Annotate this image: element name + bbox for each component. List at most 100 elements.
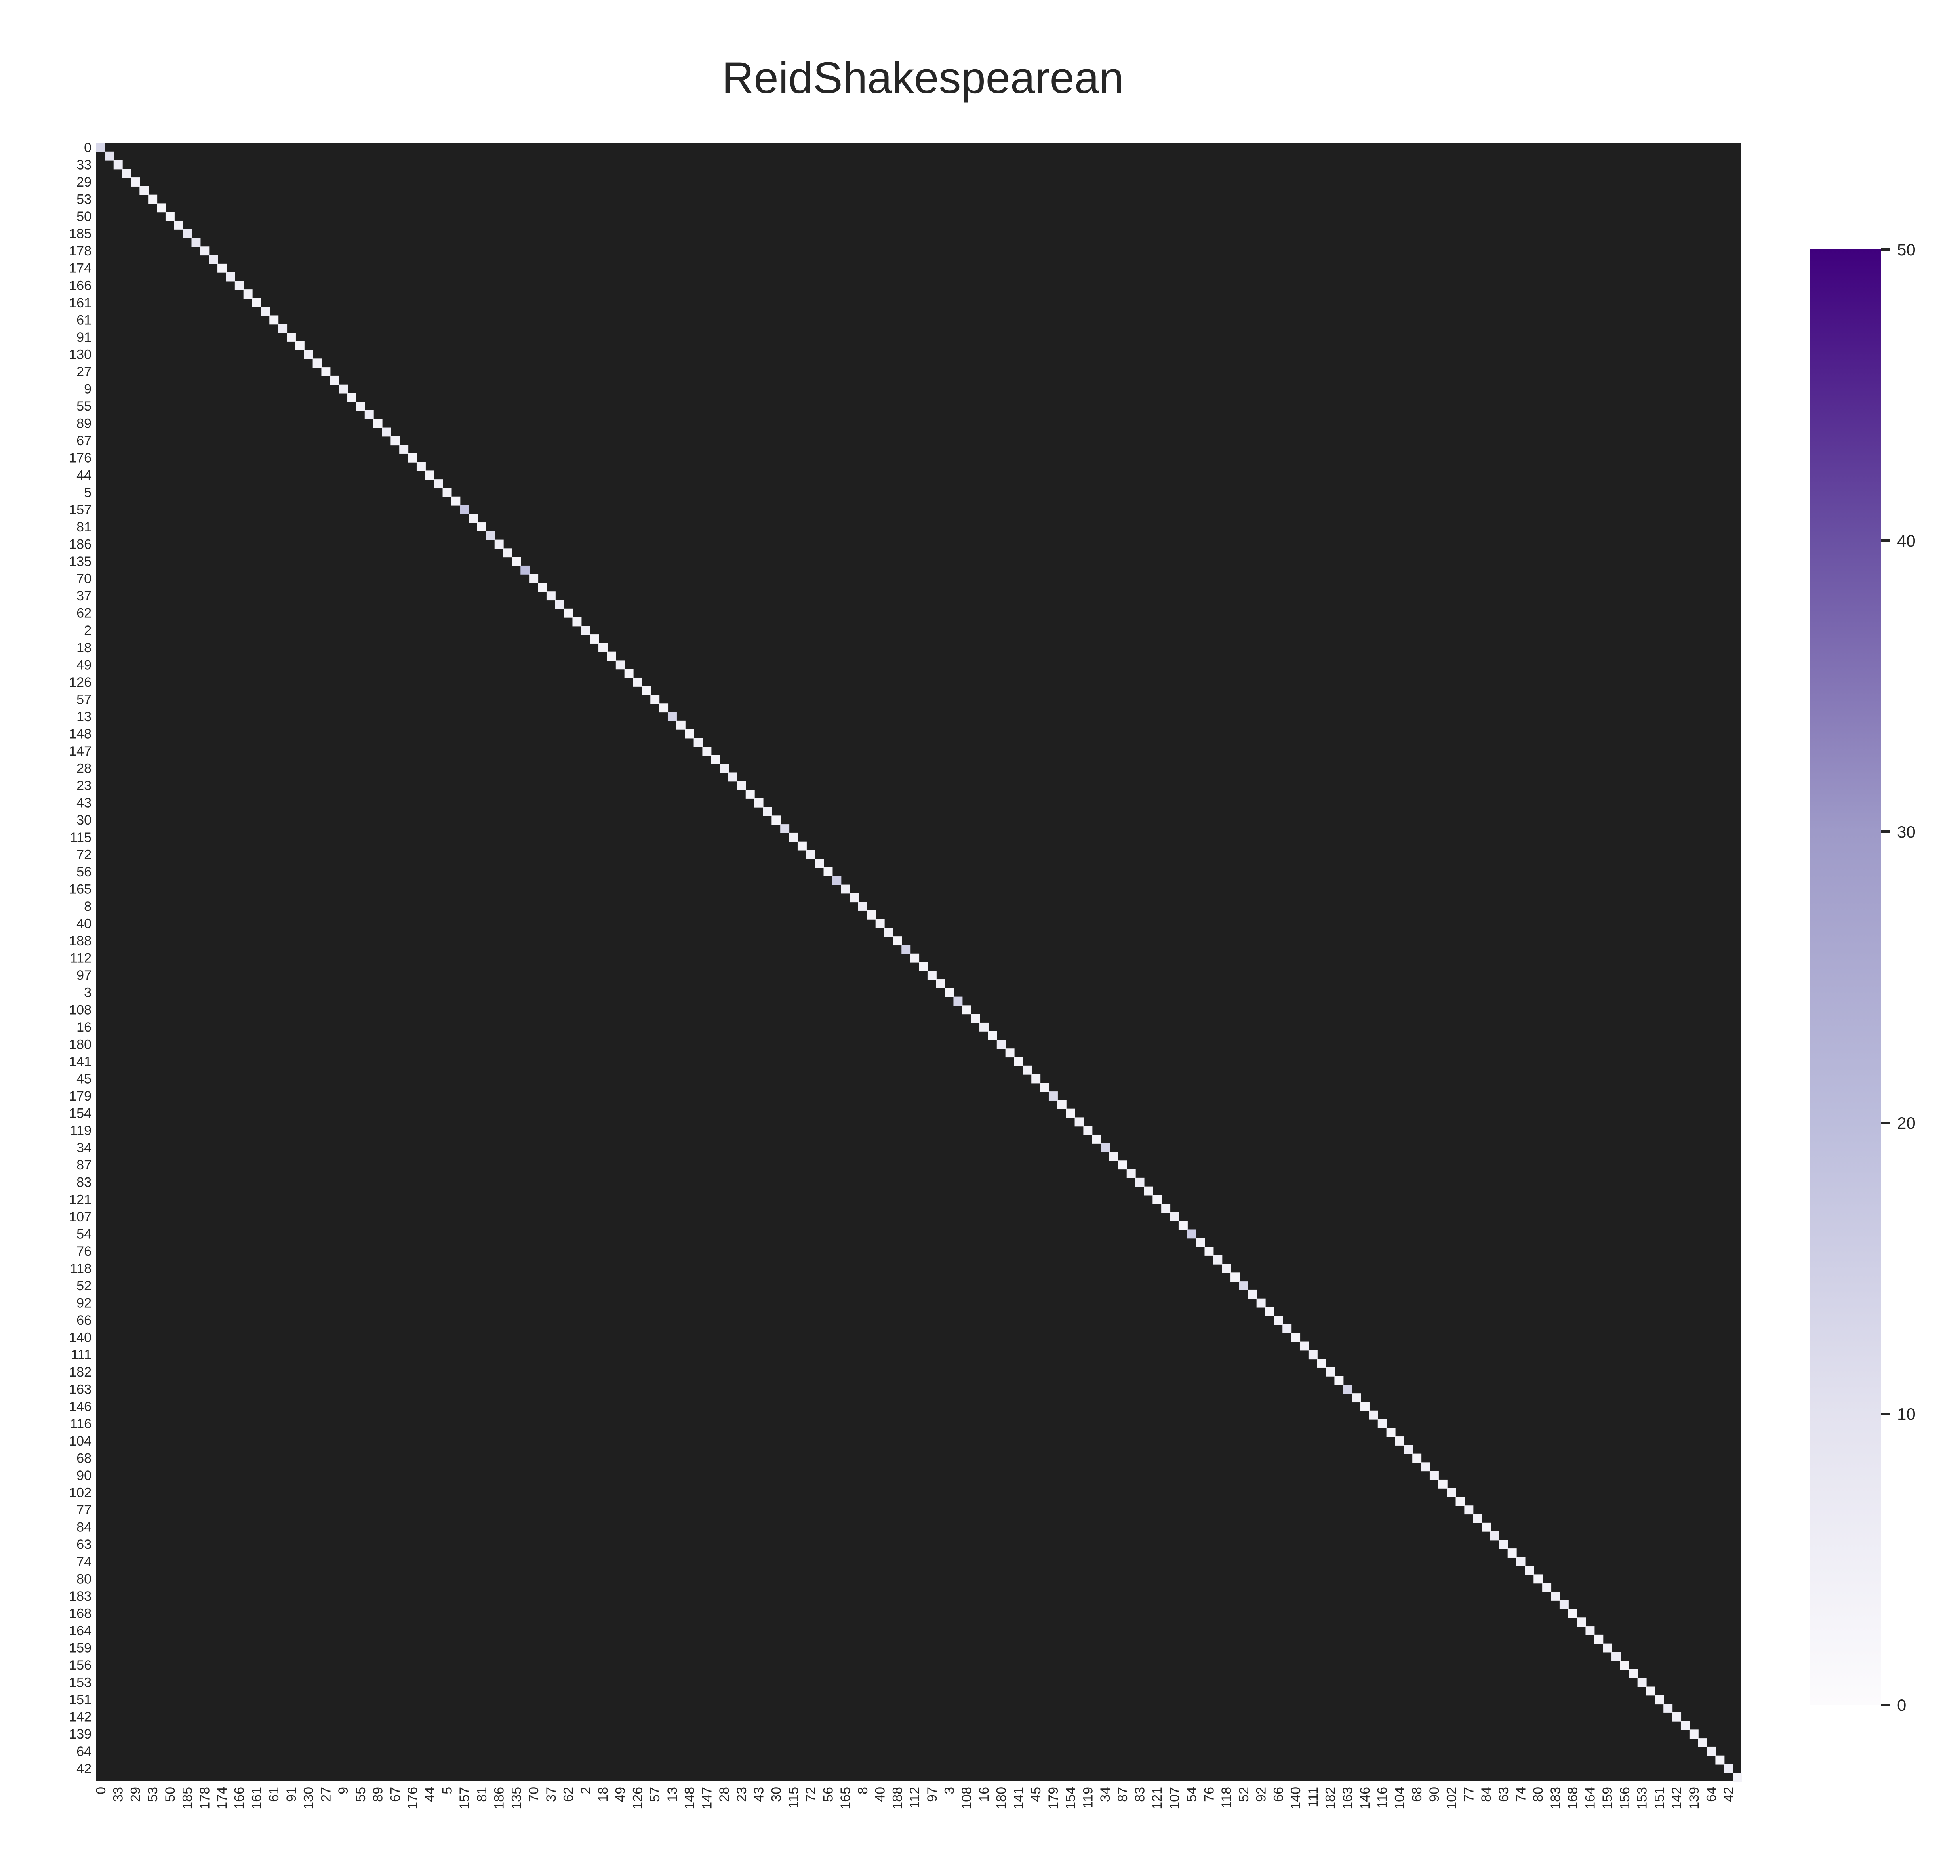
y-tick-label: 188 — [69, 933, 91, 948]
y-tick-label: 147 — [69, 744, 91, 759]
heatmap-cell — [1568, 1609, 1577, 1618]
heatmap-cell — [642, 686, 651, 695]
y-tick-label: 2 — [84, 623, 91, 638]
y-tick-label: 130 — [69, 347, 91, 362]
heatmap-cell — [1126, 1169, 1136, 1178]
heatmap-cell — [1733, 1773, 1742, 1782]
heatmap-cell — [1620, 1661, 1629, 1670]
heatmap-cell — [1074, 1117, 1084, 1127]
heatmap-cell — [1404, 1445, 1413, 1454]
x-tick-label: 140 — [1288, 1787, 1303, 1809]
heatmap-cell — [564, 608, 573, 618]
heatmap-cell — [364, 410, 374, 419]
x-tick-label: 182 — [1323, 1787, 1338, 1809]
heatmap-cell — [1031, 1074, 1041, 1084]
heatmap-cell — [607, 651, 616, 661]
x-tick-label: 40 — [873, 1787, 888, 1802]
heatmap-cell — [312, 358, 322, 368]
x-tick-label: 89 — [371, 1787, 386, 1802]
x-tick-label: 34 — [1098, 1787, 1113, 1802]
y-tick-label: 165 — [69, 882, 91, 897]
y-tick-label: 183 — [69, 1589, 91, 1604]
y-tick-label: 53 — [76, 192, 91, 207]
y-tick-label: 16 — [76, 1020, 91, 1035]
heatmap-cell — [1473, 1514, 1482, 1523]
x-tick-label: 180 — [994, 1787, 1009, 1809]
y-tick-label: 29 — [76, 175, 91, 190]
y-tick-label: 182 — [69, 1365, 91, 1380]
y-tick-label: 108 — [69, 1002, 91, 1017]
x-tick-label: 178 — [197, 1787, 212, 1809]
heatmap-cell — [1499, 1540, 1508, 1549]
heatmap-cell — [1637, 1678, 1647, 1687]
y-tick-label: 27 — [76, 364, 91, 379]
heatmap-cell — [382, 427, 391, 437]
heatmap-cell — [1187, 1229, 1196, 1239]
x-tick-label: 87 — [1115, 1787, 1130, 1802]
heatmap-cell — [1040, 1083, 1050, 1092]
heatmap-cell — [148, 194, 158, 204]
y-tick-label: 52 — [76, 1278, 91, 1293]
heatmap-cell — [269, 315, 279, 325]
heatmap-cell — [850, 893, 859, 903]
heatmap-cell — [451, 496, 461, 506]
heatmap-cell — [685, 729, 694, 739]
y-tick-label: 44 — [76, 468, 91, 483]
heatmap-cell — [936, 979, 945, 988]
heatmap-cell — [1334, 1376, 1344, 1385]
heatmap-cell — [122, 169, 131, 178]
heatmap-cell — [988, 1031, 997, 1040]
heatmap-cell — [425, 470, 434, 480]
x-tick-label: 165 — [838, 1787, 853, 1809]
heatmap-cell — [1551, 1591, 1560, 1601]
y-tick-label: 18 — [76, 640, 91, 655]
heatmap-cell — [780, 824, 790, 833]
heatmap-cell — [927, 971, 937, 980]
heatmap-cell — [347, 393, 356, 402]
heatmap-cell — [901, 945, 911, 954]
x-tick-label: 37 — [544, 1787, 559, 1802]
y-tick-label: 33 — [76, 157, 91, 172]
heatmap-cell — [304, 350, 313, 359]
x-tick-label: 52 — [1236, 1787, 1251, 1802]
y-tick-label: 68 — [76, 1451, 91, 1466]
x-tick-label: 43 — [752, 1787, 767, 1802]
y-tick-label: 102 — [69, 1486, 91, 1501]
x-tick-label: 146 — [1358, 1787, 1373, 1809]
heatmap-cell — [867, 910, 876, 920]
heatmap-cell — [157, 203, 166, 213]
heatmap-cell — [1343, 1385, 1352, 1394]
colorbar — [1810, 249, 1881, 1705]
x-tick-label: 54 — [1185, 1787, 1200, 1802]
heatmap-cell — [1455, 1497, 1465, 1506]
heatmap-cell — [1005, 1048, 1015, 1058]
heatmap-cell — [1135, 1177, 1145, 1187]
y-tick-label: 104 — [69, 1434, 91, 1449]
heatmap-cell — [1118, 1160, 1127, 1170]
y-tick-label: 34 — [76, 1141, 91, 1156]
colorbar-tick-label: 20 — [1897, 1114, 1916, 1132]
heatmap-cell — [1525, 1566, 1534, 1575]
heatmap-cell — [1204, 1247, 1214, 1256]
heatmap-cell — [460, 505, 469, 514]
y-tick-label: 50 — [76, 209, 91, 224]
y-tick-label: 179 — [69, 1089, 91, 1104]
y-tick-label: 185 — [69, 227, 91, 242]
heatmap-cell — [1256, 1298, 1266, 1308]
x-tick-label: 164 — [1583, 1787, 1598, 1809]
y-tick-label: 118 — [70, 1261, 91, 1276]
y-tick-label: 180 — [69, 1037, 91, 1052]
x-tick-label: 74 — [1514, 1787, 1529, 1802]
heatmap-cell — [797, 841, 807, 851]
x-tick-label: 139 — [1687, 1787, 1702, 1809]
heatmap-cell — [771, 815, 781, 825]
heatmap-cell — [1057, 1100, 1067, 1109]
heatmap-cell — [209, 255, 218, 264]
heatmap-cell — [1196, 1238, 1205, 1247]
heatmap-cell — [971, 1014, 980, 1023]
y-tick-label: 154 — [69, 1106, 91, 1121]
x-tick-label: 42 — [1721, 1787, 1736, 1802]
y-tick-label: 49 — [76, 657, 91, 672]
heatmap-cell — [581, 626, 590, 635]
heatmap-cell — [1213, 1255, 1223, 1265]
